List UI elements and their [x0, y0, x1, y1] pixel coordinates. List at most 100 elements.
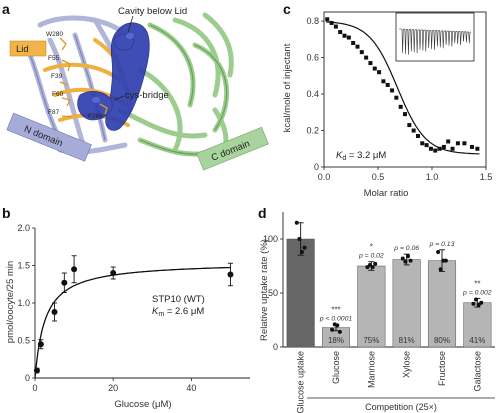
panel-c-point [475, 146, 480, 151]
panel-d-replicate-point [403, 259, 408, 264]
bar-mannose [357, 265, 386, 348]
panel-c-point [385, 82, 390, 87]
panel-d-replicate-point [294, 220, 299, 225]
residue-f55: F55 [48, 55, 60, 62]
panel-c-point [355, 44, 360, 49]
panel-b-legend-line2: Km = 2.6 μM [152, 306, 204, 318]
panel-d-replicate-point [330, 327, 335, 332]
panel-d-replicate-point [479, 300, 484, 305]
panel-d-label: d [258, 205, 267, 221]
panel-c-point [455, 141, 460, 146]
panel-a-label: a [2, 1, 10, 17]
panel-c-fit-curve [326, 21, 480, 155]
panel-d-replicate-point [337, 329, 342, 334]
panel-d-significance: *** [331, 305, 340, 314]
panel-d-replicate-point [302, 245, 307, 250]
panel-c-point [394, 95, 399, 100]
panel-b-point [227, 271, 234, 278]
panel-b-ytick: 1.0 [17, 298, 30, 308]
panel-c-point [325, 17, 330, 22]
panel-d-replicate-point [436, 249, 441, 254]
residue-f39: F39 [51, 73, 63, 80]
bar-galactose [463, 302, 492, 348]
panel-c-fit [326, 21, 480, 155]
panel-d-category-label: Glucose [331, 351, 341, 384]
panel-c-point [390, 88, 395, 93]
panel-c-point [364, 55, 369, 60]
panel-c-ytick: 0.8 [306, 16, 319, 26]
panel-b-ytick: 1.5 [17, 261, 30, 271]
panel-c-point [403, 112, 407, 117]
panel-d-pvalue: p < 0.0001 [319, 315, 353, 322]
panel-c-ylabel: kcal/mole of injectant [282, 43, 293, 132]
panel-d-replicate-point [299, 249, 304, 254]
panel-c-point [424, 143, 429, 148]
panel-c-axes: 0.0 0.5 1.0 1.5 0 0.2 0.4 0.6 0.8 [306, 11, 493, 182]
panel-d-pvalue: p = 0.02 [358, 253, 384, 260]
cavity-pointer [127, 15, 134, 33]
panel-b-point [51, 309, 58, 315]
panel-c-point [398, 104, 403, 109]
panel-d-replicate-point [400, 256, 405, 261]
bar-fructose [427, 260, 457, 348]
panel-c-point [420, 141, 425, 146]
panel-d-replicate-point [408, 258, 413, 263]
michaelis-menten-fit [34, 266, 231, 379]
panel-c-ytick: 0.6 [306, 53, 319, 63]
panel-d-replicate-point [443, 258, 448, 263]
panel-d-pvalue: p = 0.002 [462, 289, 492, 296]
panel-d-replicate-point [370, 265, 375, 270]
panel-b: b 0 20 40 0 0.5 1.0 1.5 2.0 Glucose (μM) pmol/o… [2, 205, 250, 410]
panel-d-ytick: 50 [268, 288, 278, 298]
panel-d-ytick: 100 [263, 234, 278, 244]
panel-d-pvalue: p = 0.13 [429, 241, 455, 248]
panel-c: c 0.0 0.5 1.0 1.500.20.40.60.8 Molar ratio … [282, 1, 492, 199]
panel-c-point [446, 139, 451, 144]
residue-f60: F60 [52, 91, 64, 98]
competition-label: Competition (25×) [365, 402, 437, 412]
panel-c-label: c [283, 1, 291, 17]
panel-c-point [428, 146, 433, 151]
panel-d-category-label: Galactose [472, 351, 482, 392]
panel-c-point [372, 66, 377, 71]
panel-c-xtick: 1.5 [480, 172, 493, 182]
panel-d-pct-label: 81% [399, 336, 415, 345]
panel-c-xtick: 1.0 [426, 172, 439, 182]
panel-d-ylabel: Relative uptake rate (%) [259, 239, 270, 341]
panel-d-category-label: Fructose [437, 351, 447, 386]
residue-f87: F87 [48, 109, 60, 116]
cys-bridge-label: cys-bridge [125, 90, 169, 101]
panel-d-replicate-point [471, 301, 476, 306]
panel-b-label: b [2, 205, 11, 221]
residue-f286: F286 [88, 113, 103, 120]
panel-b-point [71, 266, 78, 273]
panel-d-pct-label: 75% [363, 336, 379, 345]
panel-c-ytick: 0.2 [306, 126, 319, 136]
panel-d-significance: * [370, 243, 373, 252]
panel-b-xtick: 40 [186, 383, 196, 393]
panel-c-point [377, 70, 382, 75]
panel-b-ytick: 0 [25, 373, 30, 383]
panel-b-point [37, 341, 44, 348]
panel-d-replicate-point [438, 267, 443, 272]
panel-d-pct-label: 80% [434, 336, 450, 345]
panel-c-point [333, 24, 338, 29]
cavity-surface [77, 22, 150, 131]
panel-d-significance: ** [474, 279, 480, 288]
panel-c-point [407, 123, 412, 128]
panel-d-axes: 0 50 100 [263, 212, 495, 352]
panel-c-point [381, 79, 386, 84]
panel-d-replicate-point [474, 297, 479, 302]
panel-c-point [329, 20, 334, 25]
cavity-label: Cavity below Lid [118, 6, 187, 17]
panel-c-kd: Kd = 3.2 μM [336, 150, 386, 162]
panel-b-fit-curve [34, 266, 231, 379]
panel-c-point [462, 141, 467, 146]
bar-glucose-uptake [286, 238, 315, 348]
residue-w280: W280 [46, 31, 63, 38]
panel-c-point [411, 128, 416, 133]
panel-c-point [342, 33, 347, 38]
panel-c-ytick: 0 [314, 162, 319, 172]
